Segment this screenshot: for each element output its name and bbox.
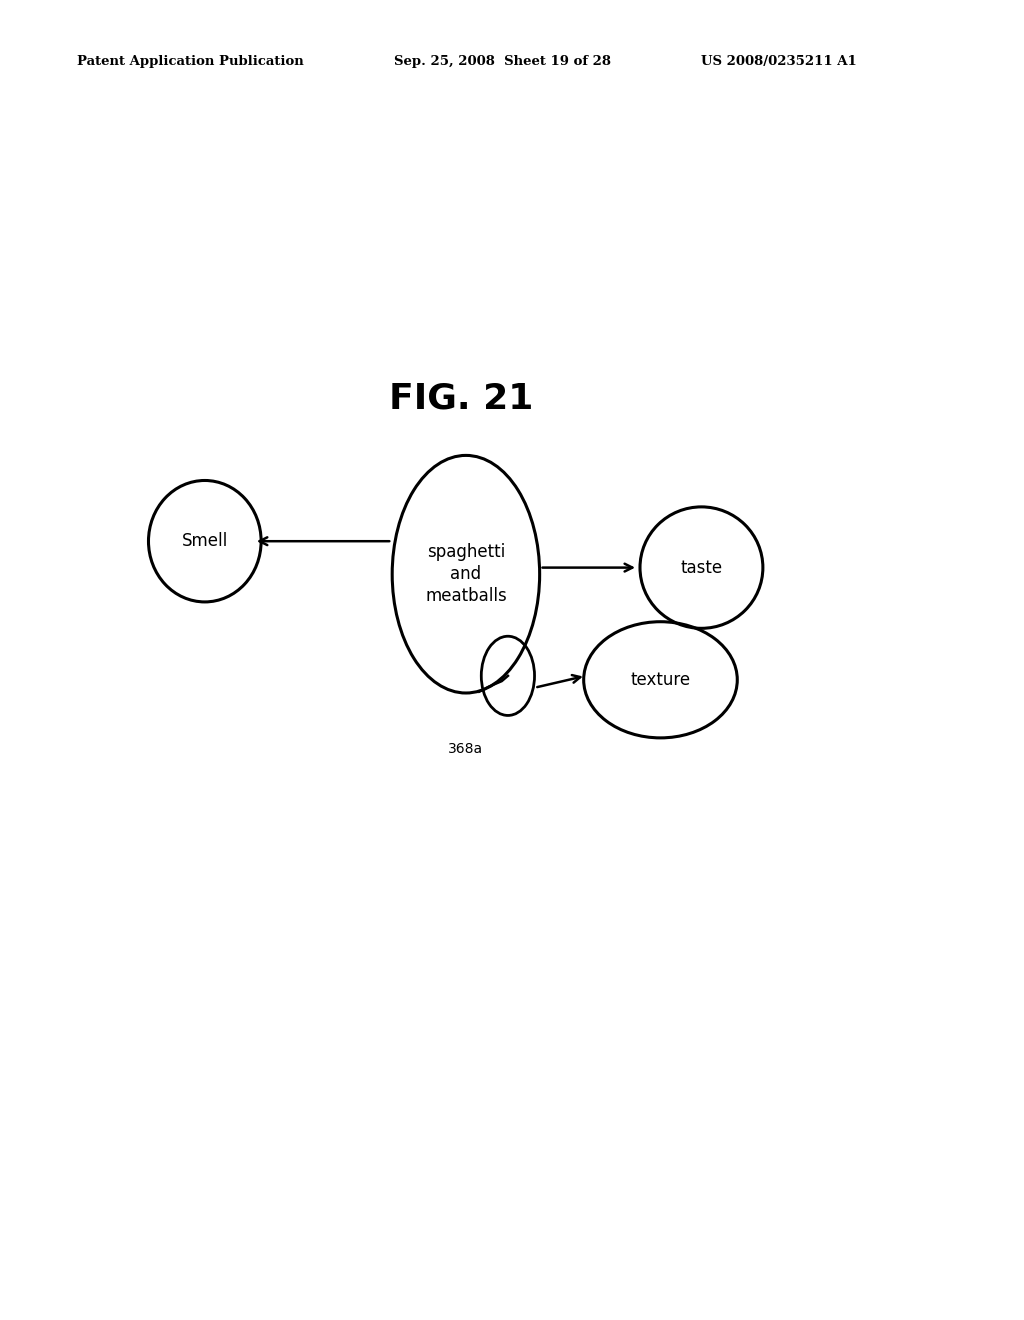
Text: taste: taste [680,558,723,577]
Text: Sep. 25, 2008  Sheet 19 of 28: Sep. 25, 2008 Sheet 19 of 28 [394,55,611,69]
Text: 368a: 368a [449,742,483,756]
Text: FIG. 21: FIG. 21 [389,381,534,416]
Text: spaghetti
and
meatballs: spaghetti and meatballs [425,543,507,606]
Text: Patent Application Publication: Patent Application Publication [77,55,303,69]
Text: US 2008/0235211 A1: US 2008/0235211 A1 [701,55,857,69]
Text: texture: texture [631,671,690,689]
Text: Smell: Smell [181,532,228,550]
